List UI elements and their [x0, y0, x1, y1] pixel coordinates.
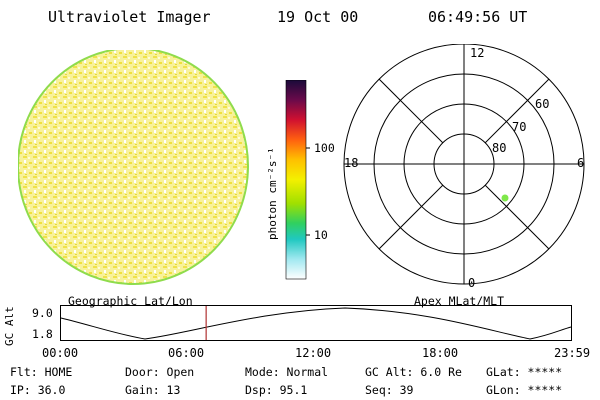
x-tick-2359: 23:59	[554, 346, 591, 360]
dsp-status: Dsp: 95.1	[245, 383, 308, 397]
glon-status: GLon: *****	[486, 383, 563, 397]
altitude-curve	[60, 307, 572, 340]
flt-status: Flt: HOME	[10, 365, 73, 379]
mlt-label-6: 6	[577, 156, 585, 170]
altitude-axis-label: GC Alt	[3, 306, 16, 346]
gc-alt-status: GC Alt: 6.0 Re	[365, 365, 462, 379]
lat-label-60: 60	[535, 97, 550, 111]
polar-position-dot	[501, 194, 509, 202]
x-tick-0600: 06:00	[168, 346, 205, 360]
altitude-frame	[60, 305, 572, 341]
altitude-panel	[60, 305, 572, 341]
instrument-title: Ultraviolet Imager	[48, 8, 211, 26]
polar-diagonal-se	[484, 184, 550, 250]
alt-tick-1-8: 1.8	[32, 327, 53, 341]
gain-status: Gain: 13	[125, 383, 181, 397]
alt-tick-9: 9.0	[32, 306, 53, 320]
lat-label-70: 70	[512, 120, 527, 134]
ip-status: IP: 36.0	[10, 383, 66, 397]
glat-status: GLat: *****	[486, 365, 563, 379]
time-label: 06:49:56 UT	[428, 8, 528, 26]
colorbar-tick-label-100: 100	[314, 141, 335, 155]
uv-image-disk	[18, 50, 249, 285]
seq-status: Seq: 39	[365, 383, 414, 397]
lat-label-80: 80	[492, 141, 507, 155]
polar-diagonal-sw	[378, 184, 444, 250]
apex-label: Apex MLat/MLT	[414, 294, 505, 308]
colorbar-unit-label: photon cm⁻²s⁻¹	[266, 147, 279, 240]
colorbar-tick-label-10: 10	[314, 228, 328, 242]
geographic-label: Geographic Lat/Lon	[68, 294, 193, 308]
x-tick-1800: 18:00	[422, 346, 459, 360]
date-label: 19 Oct 00	[277, 8, 359, 26]
polar-diagonal-ne	[484, 78, 550, 144]
x-tick-1200: 12:00	[295, 346, 332, 360]
mode-status: Mode: Normal	[245, 365, 329, 379]
color-scale-bar	[285, 80, 310, 280]
x-tick-0000: 00:00	[42, 346, 79, 360]
mlt-label-12: 12	[470, 46, 485, 60]
polar-plot	[343, 44, 585, 285]
mlt-label-0: 0	[468, 276, 476, 290]
door-status: Door: Open	[125, 365, 195, 379]
mlt-label-18: 18	[344, 156, 359, 170]
polar-diagonal-nw	[378, 78, 444, 144]
